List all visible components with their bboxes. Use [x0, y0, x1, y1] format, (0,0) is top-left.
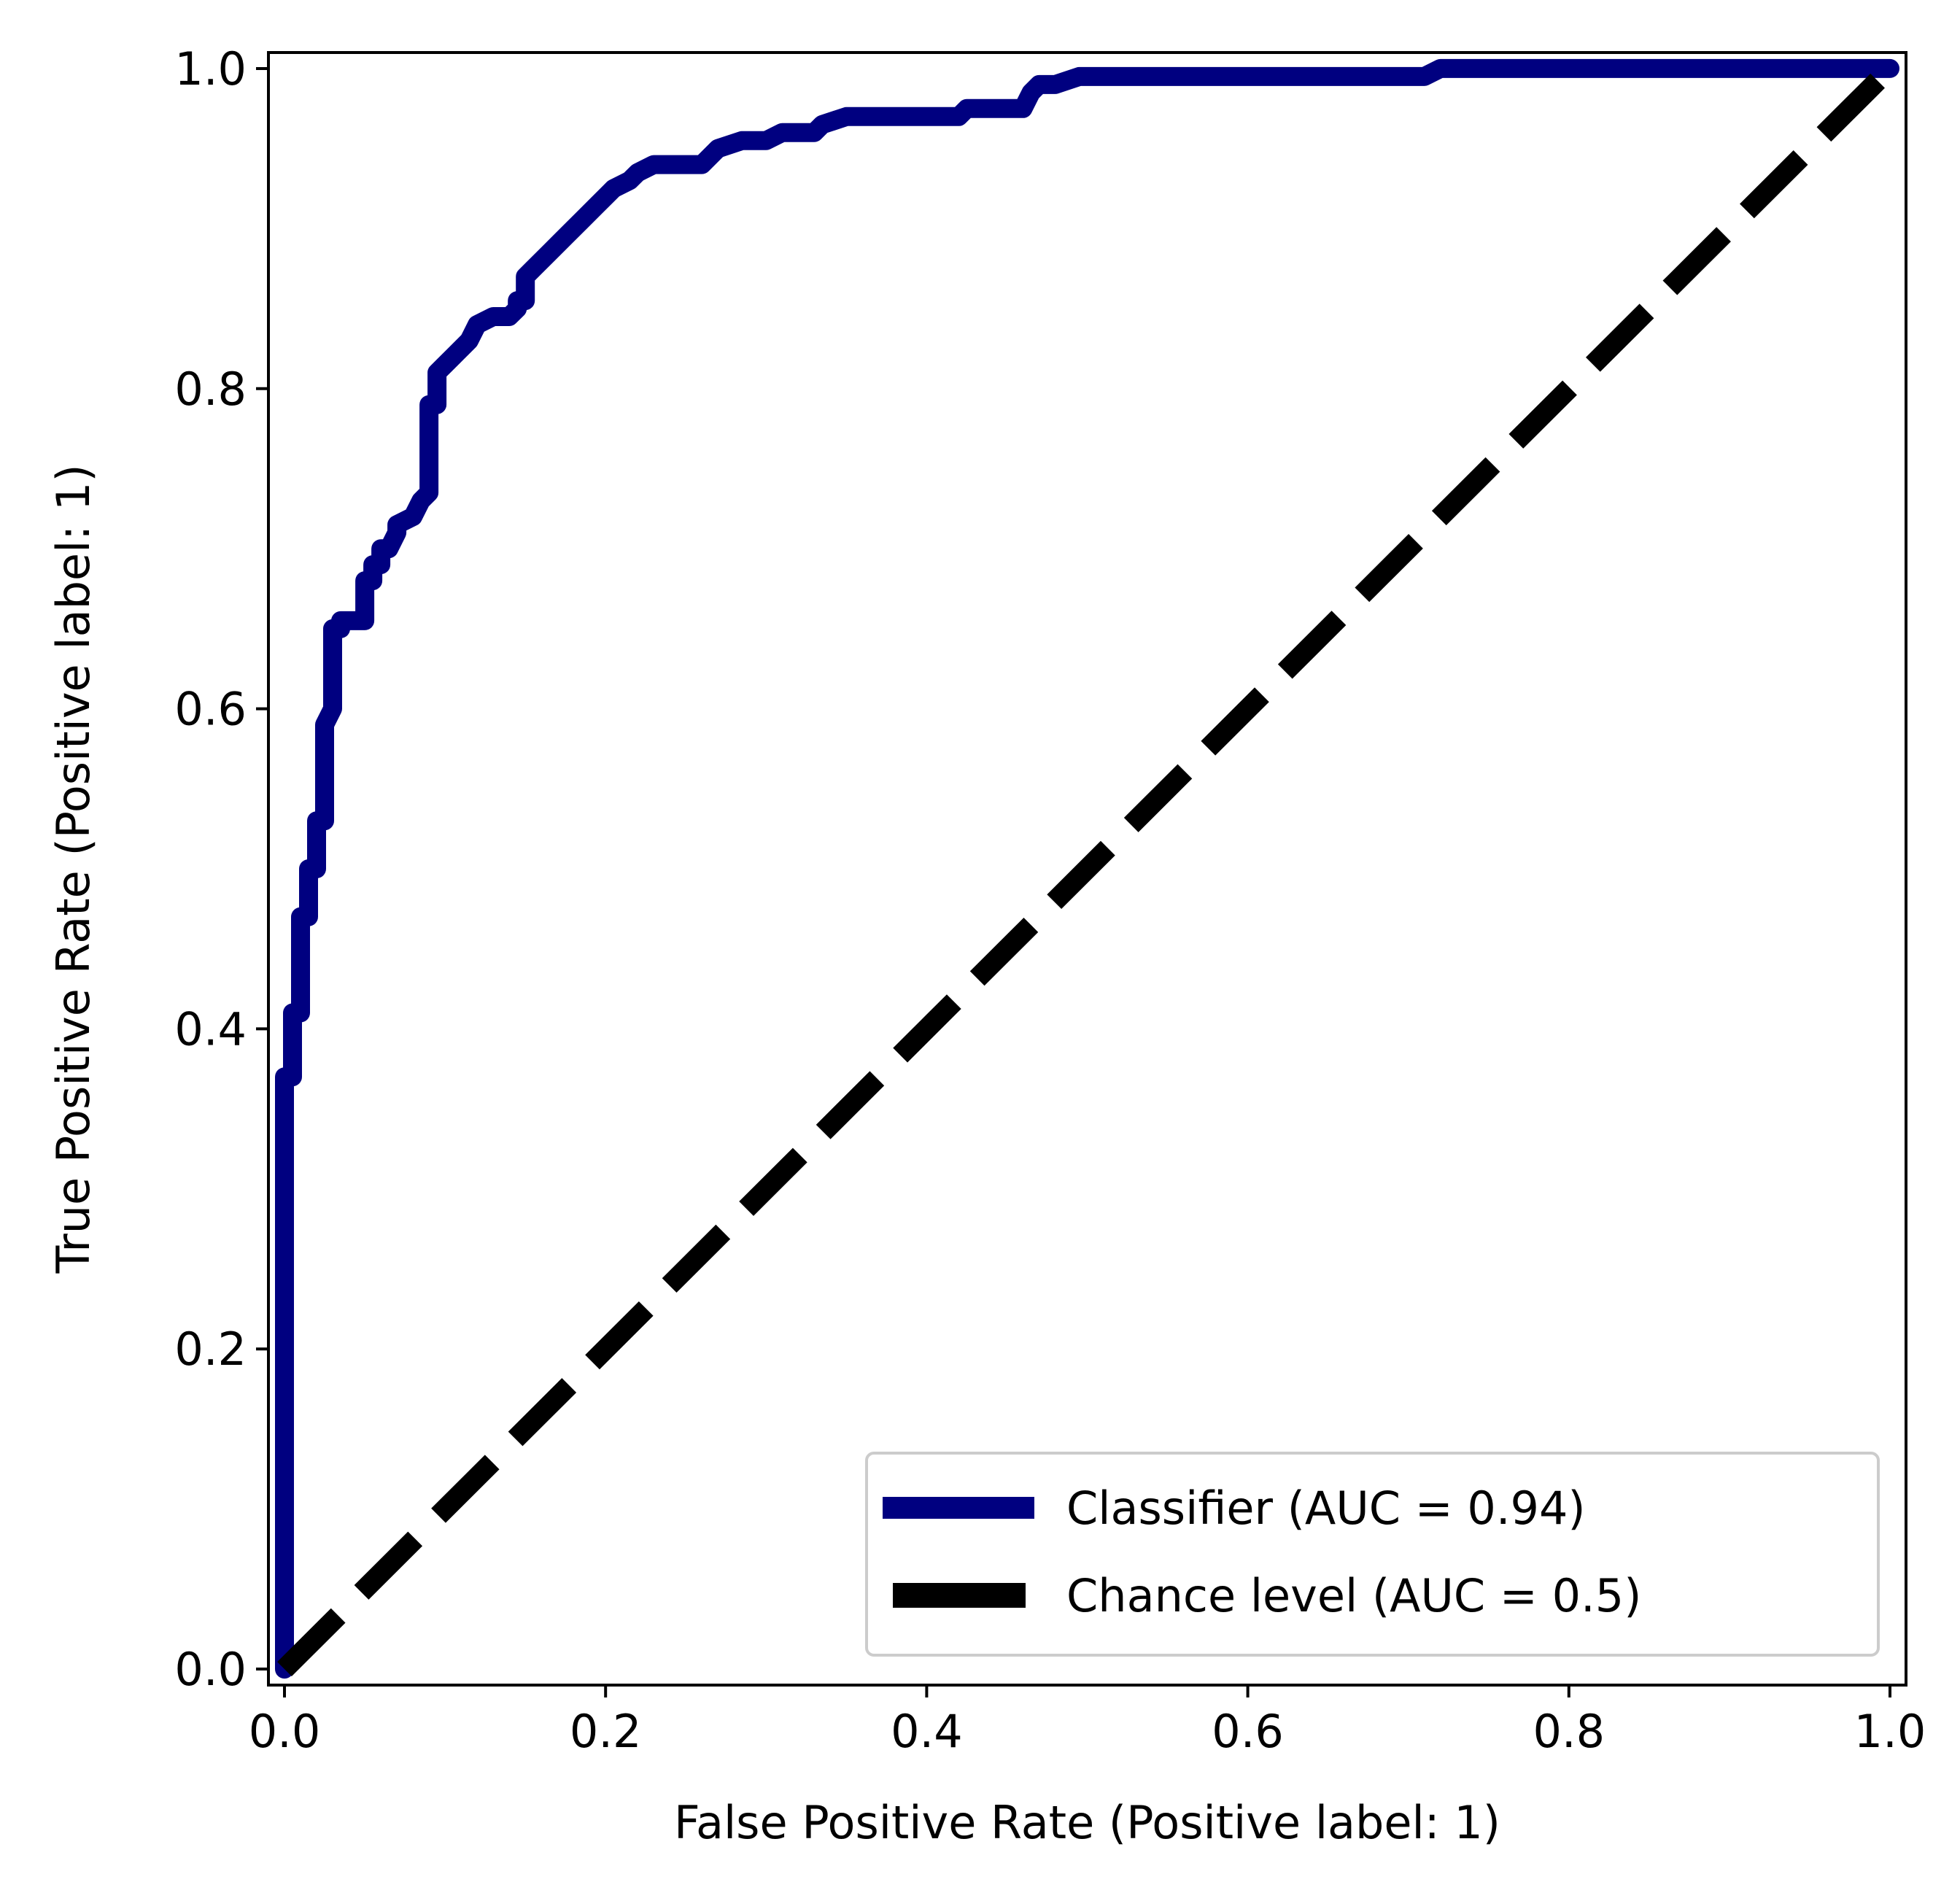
x-tick-label: 0.2	[570, 1705, 642, 1758]
legend-box	[865, 1452, 1880, 1657]
y-tick-label: 0.4	[174, 1002, 247, 1056]
x-tick-label: 1.0	[1854, 1705, 1926, 1758]
x-axis-label: False Positive Rate (Positive label: 1)	[674, 1796, 1500, 1849]
y-tick-label: 1.0	[174, 42, 247, 96]
legend-label-0: Classifier (AUC = 0.94)	[1066, 1482, 1586, 1535]
series-line-0	[275, 58, 1899, 1679]
axes-frame	[267, 51, 1907, 1687]
x-tick-label: 0.4	[891, 1705, 963, 1758]
x-tick-label: 0.8	[1533, 1705, 1605, 1758]
y-axis-label: True Positive Rate (Positive label: 1)	[47, 464, 100, 1274]
y-tick-label: 0.8	[174, 363, 247, 416]
legend-label-1: Chance level (AUC = 0.5)	[1066, 1569, 1641, 1622]
y-tick-label: 0.0	[174, 1643, 247, 1696]
axes: 0.0 0.2 0.4 0.6 0.8 1.0 0.0 0.2 0.4 0.6 0.8 1.0 Fals…	[47, 42, 1926, 1849]
x-tick-label: 0.0	[249, 1705, 321, 1758]
legend: Classifier (AUC = 0.94) Chance level (AUC…	[865, 1452, 1880, 1657]
y-tick-label: 0.2	[174, 1323, 247, 1376]
x-tick-label: 0.6	[1212, 1705, 1284, 1758]
y-tick-label: 0.6	[174, 683, 247, 736]
series-line-1	[277, 61, 1897, 1677]
plot-area	[275, 58, 1899, 1679]
